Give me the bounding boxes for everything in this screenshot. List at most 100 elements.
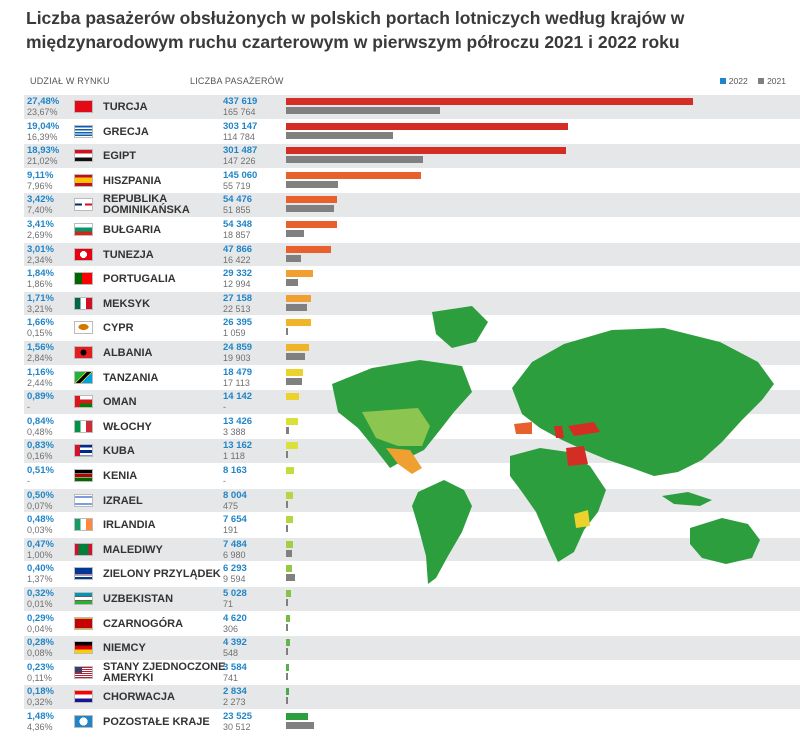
- bar-2022: [286, 442, 299, 450]
- passengers-2021: 548: [223, 648, 239, 659]
- flag-cv-icon: [74, 567, 93, 581]
- country-name: CYPR: [103, 322, 134, 335]
- bar-2022: [286, 98, 693, 105]
- passengers-2022: 6 293: [223, 563, 247, 575]
- bar-2022: [286, 491, 294, 499]
- passengers-2022: 2 834: [223, 686, 247, 698]
- bar-2021: [286, 156, 423, 164]
- flag-tr-icon: [74, 100, 93, 113]
- passengers-2022: 29 332: [223, 268, 253, 280]
- bar-2021: [286, 697, 289, 705]
- share-2022: 3,42%: [27, 194, 54, 206]
- country-name: POZOSTAŁE KRAJE: [103, 716, 210, 728]
- share-2022: 0,28%: [27, 637, 54, 649]
- share-2021: 21,02%: [27, 156, 58, 167]
- flag-cu-icon: [74, 444, 93, 458]
- table-row: 0,84% 0,48% WŁOCHY 13 426 3 388: [24, 415, 800, 439]
- flag-uz-icon: [74, 592, 93, 605]
- flag-it-icon: [74, 419, 93, 433]
- flag-gr-icon: [74, 124, 93, 138]
- share-2021: 0,04%: [27, 623, 53, 634]
- country-name: CZARNOGÓRA: [103, 617, 184, 630]
- flag-es-icon: [74, 173, 93, 187]
- share-2021: 0,32%: [27, 697, 53, 708]
- bar-2022: [286, 270, 314, 278]
- passengers-2021: 741: [223, 672, 239, 683]
- bar-2022: [286, 319, 311, 327]
- passengers-2021: 6 980: [223, 549, 246, 560]
- share-2022: 0,47%: [27, 538, 54, 550]
- passengers-2022: 14 142: [223, 391, 253, 403]
- passengers-2021: 16 422: [223, 254, 251, 265]
- country-name: TURCJA: [103, 101, 148, 113]
- bar-2021: [286, 623, 288, 631]
- share-2022: 19,04%: [27, 120, 60, 132]
- table-row: 1,66% 0,15% CYPR 26 395 1 059: [24, 316, 800, 340]
- bar-2021: [286, 131, 393, 139]
- bar-2022: [286, 417, 299, 425]
- share-2021: 0,11%: [27, 672, 52, 683]
- passengers-2022: 18 479: [223, 366, 253, 378]
- passengers-2021: 475: [223, 500, 239, 511]
- bar-2021: [286, 500, 288, 508]
- passengers-2022: 437 619: [223, 96, 258, 107]
- legend-swatch-2021: [758, 78, 765, 84]
- table-row: 1,16% 2,44% TANZANIA 18 479 17 113: [24, 366, 800, 390]
- share-2022: 0,29%: [27, 612, 54, 624]
- chart-title: Liczba pasażerów obsłużonych w polskich …: [26, 8, 685, 52]
- table-row: 1,71% 3,21% MEKSYK 27 158 22 513: [24, 291, 800, 316]
- country-name: UZBEKISTAN: [103, 593, 174, 605]
- passengers-2022: 13 426: [223, 415, 253, 427]
- table-row: 0,28% 0,08% NIEMCY 4 392 548: [24, 636, 800, 660]
- flag-ke-icon: [74, 469, 93, 482]
- country-name: ZIELONY PRZYLĄDEK: [103, 568, 221, 581]
- table-row: 18,93% 21,02% EGIPT 301 487 147 226: [24, 144, 800, 168]
- share-2021: 23,67%: [27, 107, 58, 117]
- passengers-2022: 27 158: [223, 292, 253, 304]
- legend-label-2021: 2021: [767, 76, 786, 86]
- share-2022: 0,89%: [27, 391, 54, 403]
- bar-2021: [286, 451, 288, 459]
- map-europe-asia: [512, 328, 774, 476]
- map-mexico: [386, 448, 422, 474]
- table-row: 0,18% 0,32% CHORWACJA 2 834 2 273: [24, 685, 800, 709]
- map-turkey: [568, 422, 600, 436]
- bar-2022: [286, 245, 331, 253]
- passengers-2021: 51 855: [223, 205, 251, 216]
- share-2022: 0,32%: [27, 588, 54, 599]
- share-2022: 1,66%: [27, 317, 54, 329]
- map-tanzania: [574, 510, 590, 528]
- country-name: IRLANDIA: [103, 519, 156, 532]
- country-name: KENIA: [103, 470, 138, 482]
- flag-hr-icon: [74, 690, 93, 704]
- share-2021: 0,48%: [27, 426, 53, 437]
- bar-2022: [286, 393, 300, 401]
- bar-2021: [286, 599, 288, 606]
- bar-2021: [286, 107, 441, 114]
- passengers-2021: 19 903: [223, 353, 251, 363]
- passengers-2022: 303 147: [223, 120, 258, 132]
- passengers-2022: 145 060: [223, 169, 258, 181]
- share-2022: 0,51%: [27, 465, 54, 476]
- passengers-2021: 165 764: [223, 107, 256, 117]
- passengers-2022: 54 476: [223, 194, 253, 206]
- table-row: 0,48% 0,03% IRLANDIA 7 654 191: [24, 513, 800, 537]
- flag-eg-icon: [74, 149, 93, 163]
- table-row: 0,50% 0,07% IZRAEL 8 004 475: [24, 488, 800, 513]
- passengers-2021: 1 059: [223, 328, 246, 339]
- passengers-2021: 114 784: [223, 131, 255, 142]
- share-2021: 2,84%: [27, 353, 53, 363]
- flag-us-icon: [74, 665, 93, 679]
- share-2021: 3,21%: [27, 303, 53, 314]
- bar-2021: [286, 205, 335, 213]
- bar-2022: [286, 639, 291, 647]
- table-row: 9,11% 7,96% HISZPANIA 145 060 55 719: [24, 169, 800, 193]
- passengers-2021: 1 118: [223, 451, 245, 462]
- bar-2021: [286, 230, 304, 237]
- passengers-2022: 4 620: [223, 612, 247, 624]
- share-2021: 0,08%: [27, 648, 53, 659]
- passengers-2022: 4 392: [223, 637, 247, 649]
- country-name: EGIPT: [103, 150, 137, 163]
- map-greece: [554, 426, 564, 438]
- passengers-2021: 306: [223, 623, 239, 634]
